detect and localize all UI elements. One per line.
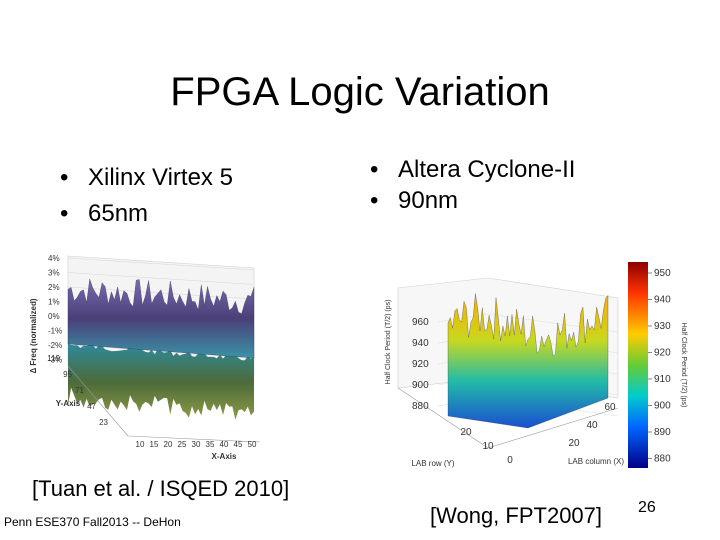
- colorbar-tick: 940: [654, 295, 671, 306]
- colorbar-tick: 930: [654, 321, 671, 332]
- left-bullet-list: Xilinx Virtex 5 65nm: [58, 160, 233, 232]
- bullet-altera: Altera Cyclone-II: [368, 154, 628, 185]
- right-citation: [Wong, FPT2007]: [430, 503, 603, 528]
- xilinx-x-tick: 40: [220, 440, 229, 449]
- right-bullet-list: Altera Cyclone-II 90nm: [368, 154, 628, 216]
- altera-variation-plot: 960 940 920 900 880 0 10 20 20 40 60 Half Clock Pe…: [378, 258, 700, 472]
- altera-row-tick: 10: [482, 441, 494, 452]
- y-axis-line: [67, 365, 129, 437]
- colorbar-tick: 900: [654, 401, 671, 412]
- colorbar-tick: 950: [654, 268, 671, 279]
- xilinx-x-tick: 20: [164, 440, 173, 449]
- altera-z-tick: 880: [412, 401, 429, 412]
- surface-upper-band: [67, 278, 255, 359]
- bullet-90nm: 90nm: [368, 185, 628, 216]
- surface-lower-band: [68, 343, 254, 420]
- xilinx-z-tick: 0%: [48, 312, 60, 321]
- xilinx-y-tick: 71: [75, 386, 84, 395]
- colorbar-label: Half Clock Period (T/2) (ps): [680, 323, 687, 408]
- footer-text: Penn ESE370 Fall2013 -- DeHon: [4, 515, 181, 529]
- xilinx-y-tick: 95: [63, 370, 72, 379]
- colorbar-tick: 910: [654, 374, 671, 385]
- xilinx-depth-label: Y-Axis: [56, 399, 81, 408]
- altera-z-tick: 940: [412, 338, 429, 349]
- xilinx-z-tick: -1%: [48, 327, 62, 336]
- xilinx-z-tick: 3%: [48, 269, 60, 278]
- xilinx-zlabel: Δ Freq (normalized): [29, 298, 38, 373]
- xilinx-x-tick: 25: [178, 440, 187, 449]
- xilinx-x-tick: 10: [136, 440, 145, 449]
- slide-title: FPGA Logic Variation: [170, 70, 550, 114]
- page-number: 26: [638, 499, 656, 516]
- altera-row-tick: 0: [507, 455, 513, 466]
- xilinx-variation-plot: 4% 3% 2% 1% 0% -1% -2% -3% 119 95 71 47 23 10 15 20 25 30…: [28, 246, 264, 466]
- altera-col-tick: 60: [604, 402, 616, 413]
- colorbar: [628, 262, 648, 468]
- colorbar-tick: 920: [654, 348, 671, 359]
- altera-row-tick: 20: [460, 427, 472, 438]
- xilinx-z-tick: 2%: [48, 283, 60, 292]
- altera-col-tick: 40: [586, 420, 598, 431]
- altera-row-label: LAB row (Y): [411, 459, 454, 468]
- bullet-65nm: 65nm: [58, 196, 233, 232]
- surface: [447, 293, 609, 429]
- altera-zlabel: Half Clock Period (T/2) (ps): [385, 300, 392, 385]
- xilinx-y-tick: 47: [87, 402, 96, 411]
- xilinx-x-tick: 35: [206, 440, 215, 449]
- xilinx-y-tick: 119: [47, 354, 60, 363]
- altera-col-tick: 20: [568, 438, 580, 449]
- xilinx-xlabel: X-Axis: [212, 452, 237, 461]
- altera-z-tick: 960: [412, 317, 429, 328]
- xilinx-z-tick: -3%: [48, 356, 62, 365]
- xilinx-x-tick: 15: [150, 440, 159, 449]
- x-axis-line: [127, 435, 261, 443]
- altera-z-tick: 900: [412, 380, 429, 391]
- xilinx-y-tick: 23: [99, 418, 108, 427]
- altera-surface-chart: 960 940 920 900 880 0 10 20 20 40 60 Half Clock Pe…: [385, 262, 687, 468]
- altera-z-tick: 920: [412, 359, 429, 370]
- xilinx-x-tick: 50: [248, 440, 257, 449]
- colorbar-tick: 890: [654, 427, 671, 438]
- xilinx-x-tick: 30: [192, 440, 201, 449]
- xilinx-z-tick: -2%: [48, 341, 62, 350]
- row-axis-line: [397, 387, 489, 449]
- col-axis-line: [487, 407, 619, 449]
- bullet-xilinx: Xilinx Virtex 5: [58, 160, 233, 196]
- xilinx-x-tick: 45: [234, 440, 243, 449]
- altera-col-label: LAB column (X): [568, 457, 624, 466]
- colorbar-tick: 880: [654, 454, 671, 465]
- xilinx-z-tick: 4%: [48, 254, 60, 263]
- left-citation: [Tuan et al. / ISQED 2010]: [32, 476, 290, 501]
- xilinx-z-tick: 1%: [48, 298, 60, 307]
